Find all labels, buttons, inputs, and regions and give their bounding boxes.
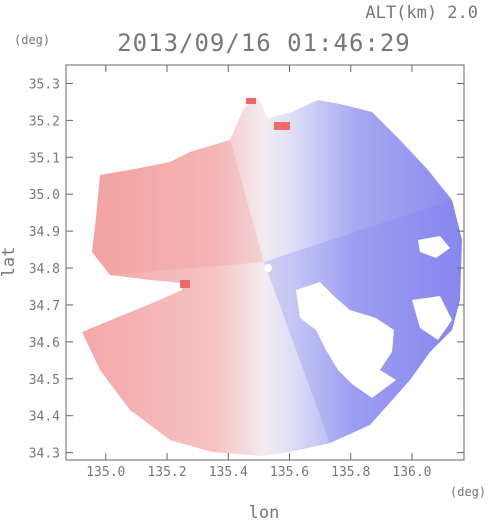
y-tick-label: 34.9	[29, 225, 60, 240]
y-tick-label: 34.7	[29, 299, 60, 314]
y-tick-label: 35.0	[29, 188, 60, 203]
y-tick-label: 34.4	[29, 410, 60, 425]
x-axis-label: lon	[249, 503, 280, 521]
y-unit-label: (deg)	[14, 33, 50, 47]
x-tick-label: 136.0	[392, 465, 431, 480]
y-tick-label: 35.2	[29, 114, 60, 129]
echo-shade-red	[92, 140, 264, 275]
radar-velocity-field	[82, 98, 462, 456]
y-axis-ticks: 34.3 34.4 34.5 34.6 34.7 34.8 34.9 35.0 35.1 35.2…	[29, 77, 464, 462]
echo-speckle	[274, 122, 290, 130]
x-tick-label: 135.4	[209, 465, 248, 480]
no-echo-hole	[296, 282, 396, 398]
y-tick-label: 35.1	[29, 151, 60, 166]
plot-frame	[65, 64, 465, 461]
altitude-label: ALT(km) 2.0	[365, 3, 478, 23]
echo-speckle	[246, 98, 256, 104]
no-echo-hole	[412, 296, 452, 340]
no-echo-hole	[418, 236, 450, 258]
y-axis-label: lat	[0, 247, 19, 278]
x-axis-ticks: 135.0 135.2 135.4 135.6 135.8 136.0	[86, 65, 432, 480]
chart-title: 2013/09/16 01:46:29	[117, 29, 411, 57]
echo-speckle	[180, 280, 190, 288]
x-tick-label: 135.8	[331, 465, 370, 480]
y-tick-label: 34.5	[29, 373, 60, 388]
y-tick-label: 34.8	[29, 262, 60, 277]
y-tick-label: 34.3	[29, 447, 60, 462]
radar-center-marker	[264, 264, 273, 273]
y-tick-label: 34.6	[29, 336, 60, 351]
x-tick-label: 135.6	[270, 465, 309, 480]
x-tick-label: 135.0	[86, 465, 125, 480]
y-tick-label: 35.3	[29, 77, 60, 92]
x-unit-label: (deg)	[450, 485, 486, 499]
x-tick-label: 135.2	[147, 465, 186, 480]
